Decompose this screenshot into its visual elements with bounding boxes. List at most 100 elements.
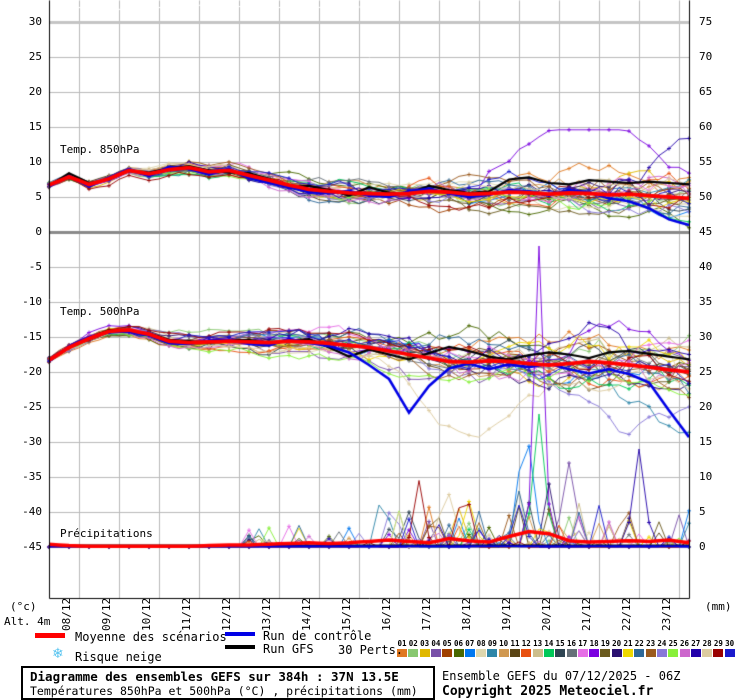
right-tick-label: 55 — [699, 155, 713, 168]
right-tick-label: 40 — [699, 260, 713, 273]
date-label: 11/12 — [180, 597, 193, 631]
date-label: 13/12 — [260, 597, 273, 631]
pert-number: 14 — [544, 639, 554, 648]
panel-label-precipitation: Précipitations — [60, 527, 153, 540]
pert-color-swatch — [419, 649, 430, 657]
pert-number: 16 — [566, 639, 577, 648]
pert-color-swatch — [453, 649, 464, 657]
pert-number: 25 — [668, 639, 678, 648]
mean-line-swatch — [35, 633, 65, 638]
pert-color-swatch — [464, 649, 475, 657]
pert-color-swatch — [634, 649, 645, 657]
pert-number: 23 — [646, 639, 656, 648]
date-label: 19/12 — [500, 597, 513, 631]
pert-color-swatch — [600, 649, 611, 657]
right-tick-label: 50 — [699, 190, 713, 203]
run-info: Ensemble GEFS du 07/12/2025 - 06Z — [442, 669, 681, 683]
legend-snow-risk-label: Risque neige — [75, 650, 162, 664]
pert-number: 18 — [589, 639, 599, 648]
date-label: 20/12 — [540, 597, 553, 631]
pert-color-swatch — [679, 649, 690, 657]
right-tick-label: 45 — [699, 225, 713, 238]
pert-number: 13 — [533, 639, 543, 648]
date-label: 09/12 — [100, 597, 113, 631]
left-axis-unit: (°c) — [10, 600, 37, 613]
pert-number: 01 — [397, 639, 407, 648]
pert-number: 30 — [725, 639, 735, 648]
pert-number: 02 — [408, 639, 418, 648]
pert-number: 10 — [499, 639, 509, 648]
pert-color-swatch — [442, 649, 453, 657]
pert-number: 22 — [634, 639, 644, 648]
pert-number: 08 — [476, 639, 486, 648]
pert-number: 11 — [510, 639, 520, 648]
date-label: 22/12 — [620, 597, 633, 631]
pert-color-swatch — [623, 649, 633, 657]
date-label: 21/12 — [580, 597, 593, 631]
right-tick-label: 10 — [699, 470, 713, 483]
left-tick-label: 20 — [28, 85, 42, 98]
legend-control-label: Run de contrôle — [263, 629, 372, 643]
panel-label-500hpa: Temp. 500hPa — [60, 305, 140, 318]
pert-color-swatch — [532, 649, 543, 657]
pert-color-swatch — [724, 649, 735, 657]
pert-color-swatch — [577, 649, 588, 657]
right-tick-label: 35 — [699, 295, 713, 308]
pert-number: 15 — [555, 639, 565, 648]
pert-color-swatch — [408, 649, 419, 657]
pert-number: 06 — [453, 639, 464, 648]
right-axis-unit: (mm) — [705, 600, 732, 613]
pert-color-swatch — [430, 649, 441, 657]
left-tick-label: -20 — [22, 365, 42, 378]
left-tick-label: -15 — [22, 330, 42, 343]
pert-color-swatch — [656, 649, 667, 657]
pert-number: 09 — [487, 639, 497, 648]
pert-color-swatch — [543, 649, 554, 657]
right-tick-label: 25 — [699, 365, 713, 378]
left-tick-label: -10 — [22, 295, 42, 308]
pert-color-swatch — [555, 649, 566, 657]
date-label: 08/12 — [60, 597, 73, 631]
left-tick-label: -25 — [22, 400, 42, 413]
snowflake-icon: ❄ — [52, 646, 64, 662]
right-tick-label: 65 — [699, 85, 713, 98]
pert-color-swatch — [487, 649, 498, 657]
pert-number: 27 — [691, 639, 701, 648]
left-tick-label: -45 — [22, 540, 42, 553]
left-tick-label: 25 — [28, 50, 42, 63]
pert-number: 29 — [713, 639, 723, 648]
pert-color-swatch — [476, 649, 487, 657]
pert-color-swatch — [702, 649, 713, 657]
pert-color-swatch — [498, 649, 509, 657]
pert-number: 26 — [679, 639, 690, 648]
date-label: 10/12 — [140, 597, 153, 631]
pert-color-swatch — [668, 649, 679, 657]
left-tick-label: 5 — [35, 190, 42, 203]
pert-color-swatch — [690, 649, 701, 657]
pert-number: 28 — [702, 639, 712, 648]
right-tick-label: 20 — [699, 400, 713, 413]
pert-number: 07 — [465, 639, 475, 648]
date-label: 17/12 — [420, 597, 433, 631]
pert-color-swatch — [521, 649, 532, 657]
pert-number: 03 — [420, 639, 430, 648]
left-tick-label: -35 — [22, 470, 42, 483]
date-label: 12/12 — [220, 597, 233, 631]
pert-color-swatch — [713, 649, 724, 657]
diagram-subtitle: Températures 850hPa et 500hPa (°C) , pré… — [30, 684, 418, 698]
legend-gfs-label: Run GFS — [263, 642, 314, 656]
pert-number: 17 — [578, 639, 588, 648]
copyright: Copyright 2025 Meteociel.fr — [442, 684, 654, 699]
right-tick-label: 15 — [699, 435, 713, 448]
pert-number: 24 — [657, 639, 667, 648]
right-tick-label: 60 — [699, 120, 713, 133]
pert-number: 12 — [521, 639, 531, 648]
date-label: 14/12 — [300, 597, 313, 631]
pert-number: 05 — [442, 639, 452, 648]
diagram-title: Diagramme des ensembles GEFS sur 384h : … — [30, 669, 399, 684]
panel-label-850hpa: Temp. 850hPa — [60, 143, 140, 156]
legend-mean-label: Moyenne des scénarios — [75, 630, 227, 644]
right-tick-label: 75 — [699, 15, 713, 28]
